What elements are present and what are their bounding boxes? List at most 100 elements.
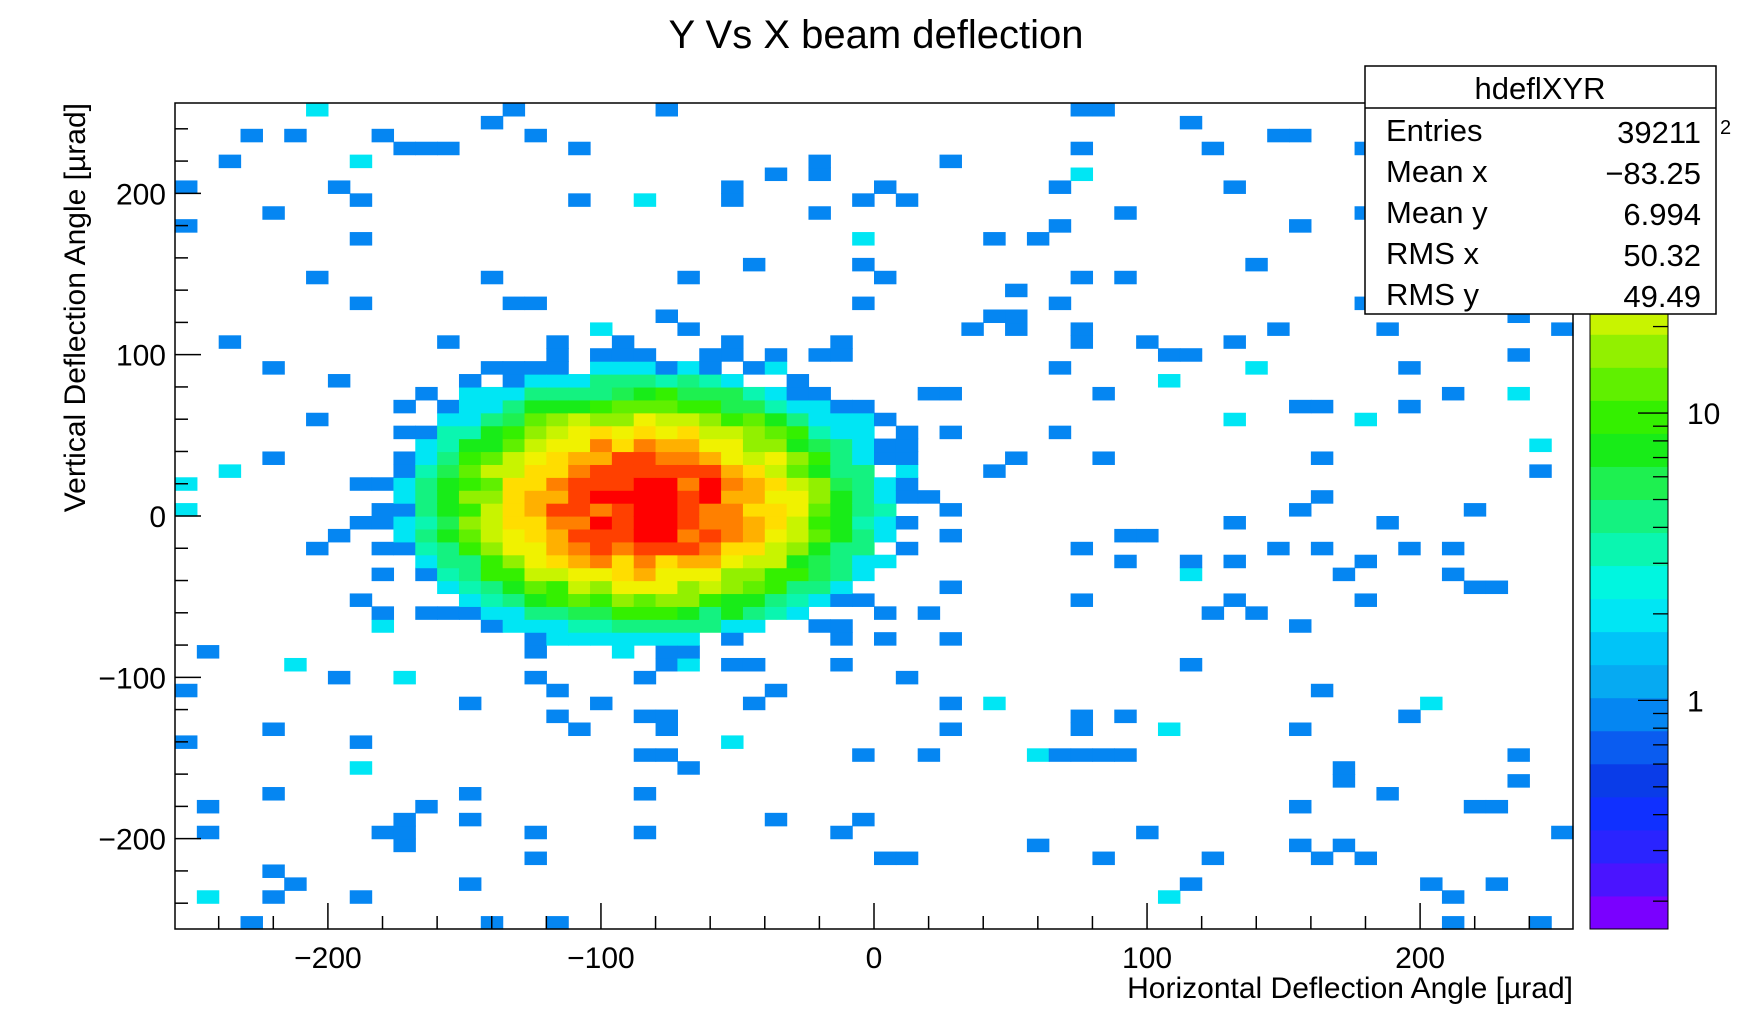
heatmap-cell [1157,722,1181,737]
heatmap-cell [742,438,766,453]
heatmap-cell [590,580,613,595]
heatmap-cell [480,412,504,427]
heatmap-cell [677,606,700,620]
heatmap-cell [1507,348,1530,362]
heatmap-cell [196,890,220,904]
heatmap-cell [1070,103,1094,117]
heatmap-cell [611,477,635,491]
heatmap-cell [524,503,547,517]
heatmap-cell [1070,167,1094,182]
heatmap-cell [721,528,744,543]
heatmap-cell [764,516,788,530]
heatmap-cell [568,606,591,620]
heatmap-cell [546,916,569,930]
heatmap-cell [546,386,569,401]
heatmap-cell [699,580,722,595]
heatmap-cell [393,451,416,465]
heatmap-cell [458,412,482,427]
heatmap-cell [524,451,547,465]
heatmap-cell [764,812,788,827]
heatmap-cell [415,451,438,465]
heatmap-cell [764,386,788,401]
heatmap-cell [721,399,744,414]
heatmap-cell [764,528,788,543]
heatmap-cell [808,477,831,491]
heatmap-cell [742,425,766,440]
heatmap-cell [721,386,744,401]
heatmap-cell [677,619,700,633]
heatmap-cell [480,438,504,453]
heatmap-cell [1048,748,1072,762]
y-tick-label: 200 [116,178,166,211]
heatmap-cell [699,541,722,556]
heatmap-cell [633,451,657,465]
heatmap-cell [262,787,285,801]
heatmap-cell [546,619,569,633]
heatmap-cell [546,399,569,414]
heatmap-cell [633,399,657,414]
heatmap-cell [1114,528,1137,543]
palette-swatch [1590,829,1668,864]
heatmap-cell [742,451,766,465]
heatmap-cell [1114,270,1137,285]
heatmap-cell [655,593,678,607]
heatmap-cell [393,477,416,491]
heatmap-cell [1179,877,1203,891]
heatmap-cell [742,606,766,620]
heatmap-cell [699,399,722,414]
heatmap-cell [895,451,919,465]
heatmap-cell [1114,709,1137,724]
heatmap-cell [786,399,810,414]
heatmap-cell [786,451,810,465]
heatmap-cell [721,464,744,478]
heatmap-cell [764,451,788,465]
heatmap-cell [349,735,373,749]
heatmap-cell [677,567,700,582]
heatmap-cell [611,554,635,569]
heatmap-cell [1092,748,1115,762]
heatmap-cell [939,425,962,440]
y-tick-label: −100 [98,662,166,695]
heatmap-cell [1179,554,1203,569]
heatmap-cell [1551,322,1574,336]
heatmap-cell [1267,322,1290,336]
heatmap-cell [590,399,613,414]
heatmap-cell [349,477,373,491]
heatmap-cell [917,490,941,504]
heatmap-cell [415,606,438,620]
heatmap-cell [830,348,853,362]
heatmap-cell [677,657,700,672]
heatmap-cell [742,503,766,517]
heatmap-cell [633,193,657,207]
heatmap-cell [677,451,700,465]
heatmap-cell [568,490,591,504]
heatmap-cell [633,348,657,362]
heatmap-cell [371,606,395,620]
heatmap-cell [1507,386,1530,401]
palette-swatch [1590,532,1668,567]
heatmap-cell [415,386,438,401]
heatmap-cell [830,528,853,543]
heatmap-cell [874,516,897,530]
heatmap-cell [568,425,591,440]
stats-row-value: 6.994 [1623,197,1701,232]
heatmap-cell [1092,103,1115,117]
heatmap-cell [721,503,744,517]
heatmap-cell [830,335,853,349]
stats-name: hdeflXYR [1475,71,1606,106]
heatmap-cell [699,361,722,375]
heatmap-cell [939,632,962,646]
heatmap-cell [742,257,766,272]
heatmap-cell [437,451,460,465]
heatmap-cell [1070,593,1094,607]
heatmap-cell [1223,554,1246,569]
stats-row-label: RMS y [1386,277,1480,312]
heatmap-cell [677,554,700,569]
heatmap-cell [874,412,897,427]
heatmap-cell [502,606,526,620]
heatmap-cell [611,348,635,362]
heatmap-cell [1223,412,1246,427]
heatmap-cell [437,516,460,530]
heatmap-cell [655,657,678,672]
heatmap-cell [393,141,416,156]
